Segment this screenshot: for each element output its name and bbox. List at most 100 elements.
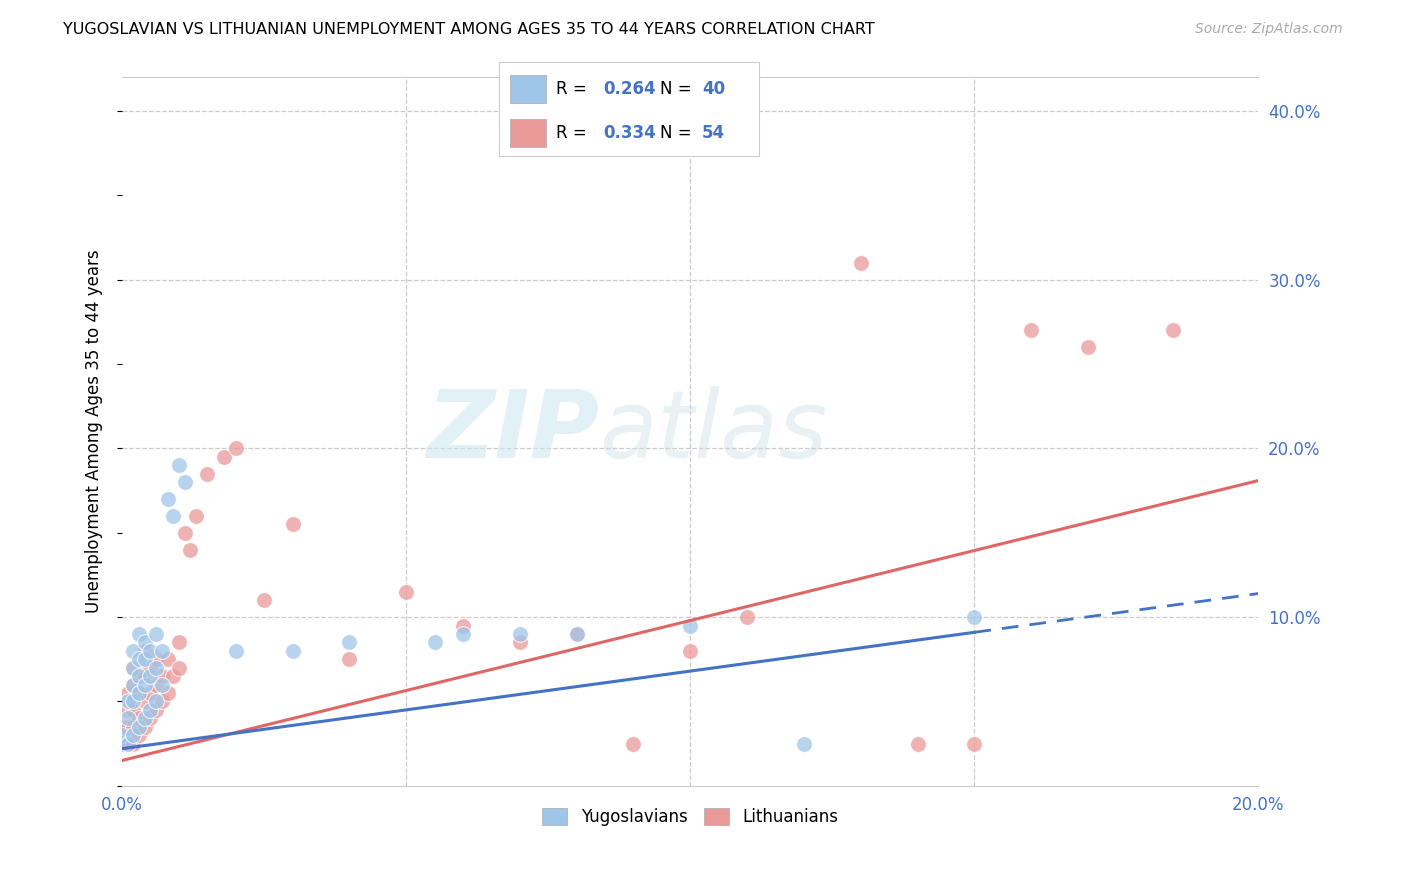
Point [122, 703, 145, 717]
Point [128, 669, 150, 683]
Point [145, 661, 167, 675]
Point [281, 517, 304, 532]
Point [337, 652, 360, 666]
Point [184, 508, 207, 523]
Point [337, 635, 360, 649]
Point [849, 256, 872, 270]
Text: N =: N = [661, 124, 697, 142]
Point [111, 737, 134, 751]
Text: N =: N = [661, 79, 697, 97]
Point [735, 610, 758, 624]
Point [179, 542, 201, 557]
Point [134, 635, 156, 649]
Point [122, 720, 145, 734]
Point [134, 652, 156, 666]
Point [167, 661, 190, 675]
Point [145, 627, 167, 641]
Point [395, 584, 418, 599]
Point [122, 661, 145, 675]
Point [150, 694, 173, 708]
Point [139, 703, 162, 717]
Point [150, 669, 173, 683]
Text: ZIP: ZIP [426, 385, 599, 477]
Text: Source: ZipAtlas.com: Source: ZipAtlas.com [1195, 22, 1343, 37]
Point [214, 450, 236, 464]
Point [150, 677, 173, 691]
Point [963, 610, 986, 624]
Point [167, 635, 190, 649]
Text: 0.334: 0.334 [603, 124, 657, 142]
Point [128, 652, 150, 666]
Point [162, 508, 184, 523]
Point [253, 593, 276, 607]
Point [907, 737, 929, 751]
Text: YUGOSLAVIAN VS LITHUANIAN UNEMPLOYMENT AMONG AGES 35 TO 44 YEARS CORRELATION CHA: YUGOSLAVIAN VS LITHUANIAN UNEMPLOYMENT A… [63, 22, 875, 37]
Point [679, 618, 702, 632]
Point [793, 737, 815, 751]
Point [122, 694, 145, 708]
Point [145, 703, 167, 717]
Point [134, 694, 156, 708]
Point [451, 618, 474, 632]
Point [134, 711, 156, 725]
Point [128, 627, 150, 641]
Point [565, 627, 588, 641]
Point [117, 711, 139, 725]
Point [145, 694, 167, 708]
Point [122, 728, 145, 742]
Point [623, 737, 645, 751]
Point [117, 703, 139, 717]
Point [117, 694, 139, 708]
Point [122, 737, 145, 751]
Point [509, 635, 531, 649]
Point [128, 686, 150, 700]
Point [145, 652, 167, 666]
Point [423, 635, 446, 649]
Point [134, 644, 156, 658]
Point [1161, 323, 1184, 337]
Point [156, 492, 179, 507]
Legend: Yugoslavians, Lithuanians: Yugoslavians, Lithuanians [534, 799, 846, 834]
Point [162, 669, 184, 683]
Point [134, 720, 156, 734]
Point [679, 644, 702, 658]
Point [117, 737, 139, 751]
Point [128, 720, 150, 734]
Text: R =: R = [557, 79, 592, 97]
Point [134, 669, 156, 683]
Point [1019, 323, 1042, 337]
Point [139, 644, 162, 658]
Point [122, 661, 145, 675]
Point [156, 686, 179, 700]
Point [117, 737, 139, 751]
Point [225, 442, 247, 456]
Text: R =: R = [557, 124, 592, 142]
Point [281, 644, 304, 658]
Point [963, 737, 986, 751]
Text: 0.264: 0.264 [603, 79, 655, 97]
Point [128, 728, 150, 742]
Text: 54: 54 [702, 124, 725, 142]
Point [150, 644, 173, 658]
Point [167, 458, 190, 473]
Point [111, 728, 134, 742]
Point [156, 652, 179, 666]
Point [122, 644, 145, 658]
Text: 40: 40 [702, 79, 725, 97]
Point [128, 686, 150, 700]
Point [122, 677, 145, 691]
Text: atlas: atlas [599, 386, 828, 477]
Bar [509, 119, 546, 147]
Y-axis label: Unemployment Among Ages 35 to 44 years: Unemployment Among Ages 35 to 44 years [86, 250, 103, 614]
Bar [509, 75, 546, 103]
Point [173, 525, 195, 540]
Point [173, 475, 195, 490]
Point [139, 661, 162, 675]
Point [145, 677, 167, 691]
Point [128, 669, 150, 683]
Point [225, 644, 247, 658]
Point [134, 677, 156, 691]
Point [128, 711, 150, 725]
Point [509, 627, 531, 641]
Point [122, 677, 145, 691]
